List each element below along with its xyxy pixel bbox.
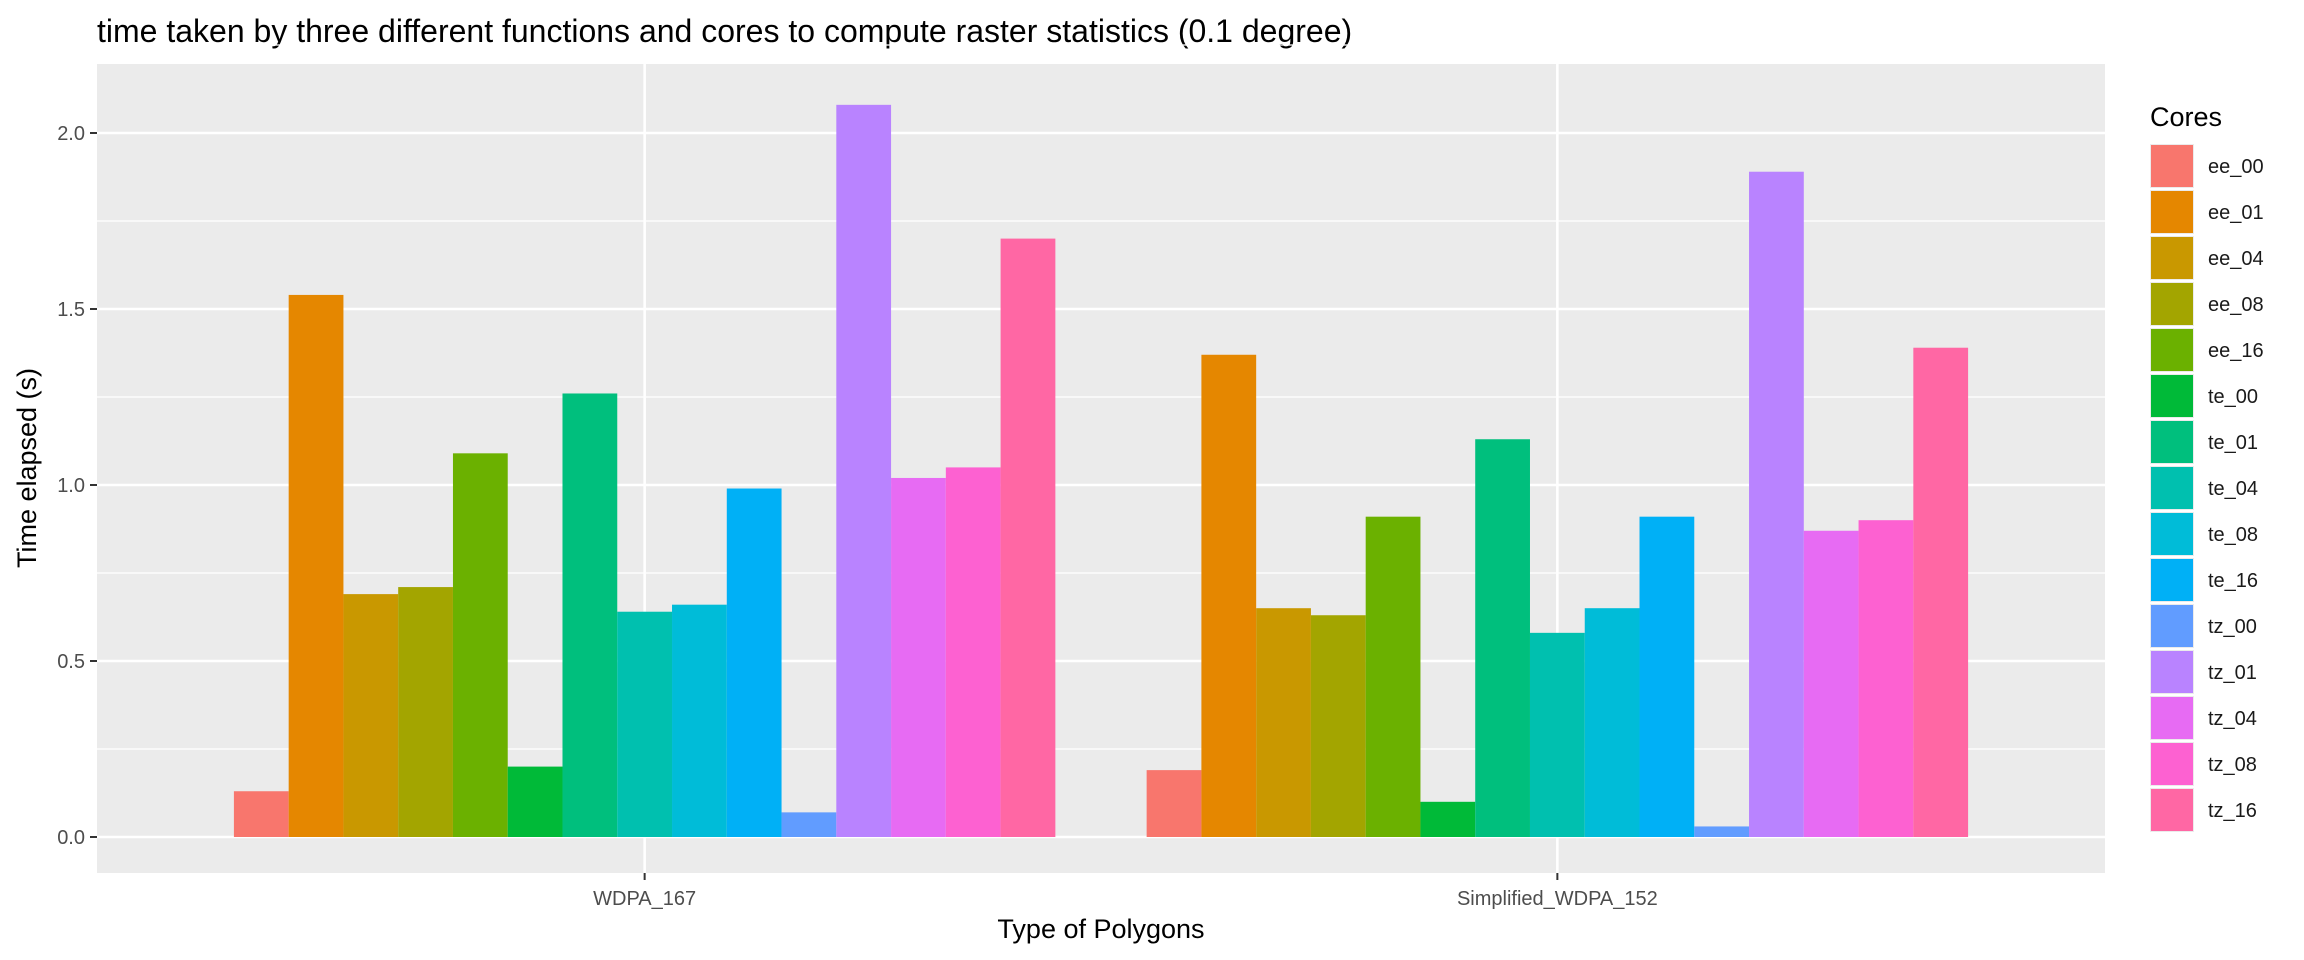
legend-swatch-tz_04	[2151, 697, 2193, 739]
bar-tz_00	[781, 812, 837, 837]
legend-swatch-ee_08	[2151, 283, 2193, 325]
legend-label: tz_08	[2208, 754, 2257, 776]
x-tick-label: Simplified_WDPA_152	[1457, 888, 1658, 910]
bar-te_04	[1529, 632, 1585, 837]
bar-tz_01	[1749, 171, 1804, 838]
bar-tz_08	[945, 467, 1001, 837]
bar-tz_16	[1000, 238, 1056, 838]
legend-items: ee_00 ee_01 ee_04 ee_08 ee_16 te_00 te_01 te_04…	[2150, 144, 2264, 832]
bar-tz_04	[891, 477, 946, 837]
legend-label: te_16	[2208, 570, 2258, 592]
bar-te_16	[1639, 516, 1695, 837]
legend-swatch-tz_01	[2151, 651, 2193, 693]
y-tick-label: 0.0	[57, 827, 85, 849]
y-tick-label: 2.0	[57, 123, 85, 145]
x-axis: WDPA_167 Simplified_WDPA_152	[593, 873, 1658, 910]
legend-title: Cores	[2150, 102, 2222, 132]
legend-swatch-te_04	[2151, 467, 2193, 509]
legend-swatch-ee_16	[2151, 329, 2193, 371]
legend-swatch-ee_04	[2151, 237, 2193, 279]
bar-ee_04	[343, 594, 399, 837]
bar-ee_16	[452, 453, 508, 837]
bar-ee_00	[233, 791, 289, 837]
bar-ee_01	[288, 294, 344, 837]
bar-tz_00	[1694, 826, 1750, 837]
legend-swatch-te_00	[2151, 375, 2193, 417]
bar-ee_00	[1146, 770, 1202, 837]
legend-label: tz_04	[2208, 708, 2257, 730]
legend: Cores ee_00 ee_01 ee_04 ee_08 ee_16 te_00 te_0…	[2150, 102, 2264, 832]
legend-swatch-tz_08	[2151, 743, 2193, 785]
bar-tz_08	[1858, 520, 1914, 837]
bar-ee_08	[398, 587, 453, 837]
bars-group	[233, 104, 1969, 838]
bar-te_08	[1584, 608, 1640, 837]
y-tick-label: 0.5	[57, 651, 85, 673]
bar-tz_16	[1913, 347, 1969, 837]
bar-te_16	[726, 488, 782, 837]
bar-ee_01	[1201, 354, 1257, 837]
legend-label: te_00	[2208, 386, 2258, 408]
x-axis-title: Type of Polygons	[997, 914, 1204, 944]
x-tick-label: WDPA_167	[593, 888, 696, 910]
y-axis-title: Time elapsed (s)	[12, 368, 42, 568]
bar-tz_01	[836, 104, 892, 838]
legend-label: ee_08	[2208, 294, 2264, 316]
legend-label: ee_04	[2208, 248, 2264, 270]
legend-label: ee_16	[2208, 340, 2264, 362]
chart-title: time taken by three different functions …	[97, 13, 1352, 49]
legend-swatch-tz_16	[2151, 789, 2193, 831]
legend-swatch-ee_01	[2151, 191, 2193, 233]
bar-ee_16	[1365, 516, 1421, 837]
legend-label: tz_00	[2208, 616, 2257, 638]
bar-te_01	[1475, 439, 1530, 837]
bar-te_00	[507, 766, 563, 837]
legend-swatch-te_01	[2151, 421, 2193, 463]
bar-tz_04	[1803, 530, 1859, 837]
legend-label: ee_00	[2208, 156, 2264, 178]
legend-label: tz_16	[2208, 800, 2257, 822]
y-tick-label: 1.0	[57, 475, 85, 497]
bar-te_01	[562, 393, 618, 837]
bar-te_08	[672, 604, 727, 837]
legend-swatch-te_16	[2151, 559, 2193, 601]
legend-swatch-tz_00	[2151, 605, 2193, 647]
bar-te_04	[617, 611, 673, 837]
bar-ee_08	[1310, 615, 1366, 837]
legend-label: te_08	[2208, 524, 2258, 546]
legend-swatch-te_08	[2151, 513, 2193, 555]
y-axis: 0.0 0.5 1.0 1.5 2.0	[57, 123, 97, 849]
legend-label: tz_01	[2208, 662, 2257, 684]
y-tick-label: 1.5	[57, 299, 85, 321]
legend-label: te_01	[2208, 432, 2258, 454]
legend-label: te_04	[2208, 478, 2258, 500]
legend-label: ee_01	[2208, 202, 2264, 224]
bar-ee_04	[1256, 608, 1311, 837]
legend-swatch-ee_00	[2151, 145, 2193, 187]
bar-te_00	[1420, 801, 1476, 837]
